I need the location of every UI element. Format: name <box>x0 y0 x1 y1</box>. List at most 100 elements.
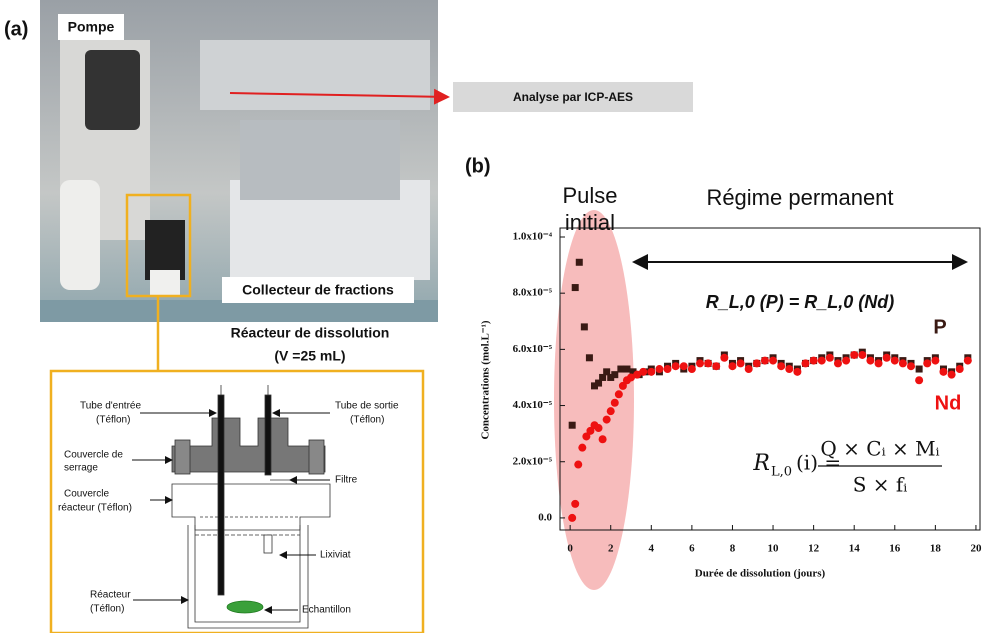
point <box>687 365 696 374</box>
point <box>607 373 615 381</box>
diagram-label: Filtre <box>335 475 358 486</box>
x-tick-label: 10 <box>768 543 780 555</box>
reactor-volume: (V =25 mL) <box>274 348 345 364</box>
point <box>671 362 680 371</box>
y-axis-title: Concentrations (mol.L⁻¹) <box>480 320 492 439</box>
leader-lines <box>132 409 330 614</box>
point <box>704 359 713 368</box>
point <box>617 365 625 373</box>
point <box>602 415 611 424</box>
x-tick-label: 18 <box>930 543 942 555</box>
point <box>623 365 631 373</box>
point <box>578 443 587 452</box>
plot-frame <box>559 227 981 531</box>
photo <box>40 0 438 322</box>
x-tick-label: 6 <box>689 543 695 555</box>
annotation: Régime permanent <box>706 185 893 210</box>
point <box>590 382 598 390</box>
point <box>736 359 745 368</box>
x-tick-label: 12 <box>808 543 820 555</box>
diagram-label: réacteur (Téflon) <box>58 503 132 514</box>
x-tick-label: 4 <box>649 543 655 555</box>
analysis-box <box>453 82 693 112</box>
diagram-label: Couvercle de <box>64 450 123 461</box>
point <box>647 367 656 376</box>
legend-label: P <box>933 316 946 338</box>
point <box>627 373 636 382</box>
point <box>720 353 729 362</box>
point <box>611 371 619 379</box>
point <box>606 407 615 416</box>
point <box>595 379 603 387</box>
point <box>696 359 704 368</box>
diagram-label: Couvercle <box>64 489 109 500</box>
diagram-label: Lixiviat <box>320 550 351 561</box>
diagram-label: (Téflon) <box>350 415 384 426</box>
x-tick-label: 14 <box>849 543 861 555</box>
point <box>575 258 583 266</box>
point <box>598 435 607 444</box>
formula: (i) = <box>796 451 841 475</box>
diagram-label: Tube de sortie <box>335 401 399 412</box>
point <box>574 460 583 469</box>
point <box>629 368 637 376</box>
diagram-label: (Téflon) <box>96 415 130 426</box>
point <box>610 398 619 407</box>
y-tick-label: 1.0x10⁻⁴ <box>513 231 553 243</box>
annotation: R_L,0 (P) = R_L,0 (Nd) <box>706 292 895 312</box>
point <box>712 362 721 371</box>
point <box>760 356 769 365</box>
point <box>915 376 924 385</box>
diagram-label: Echantillon <box>302 605 351 616</box>
point <box>882 353 891 362</box>
point <box>939 367 948 376</box>
point <box>801 359 810 368</box>
diagram-label: (Téflon) <box>90 604 124 615</box>
x-tick-label: 20 <box>970 543 982 555</box>
point <box>655 365 664 374</box>
panel-label: (a) <box>4 18 28 40</box>
annotation: initial <box>565 210 615 235</box>
y-tick-label: 4.0x10⁻⁵ <box>513 399 553 411</box>
point <box>744 365 753 374</box>
arrow <box>229 88 450 105</box>
pump-label: Pompe <box>68 19 115 35</box>
y-tick-label: 6.0x10⁻⁵ <box>513 343 553 355</box>
point <box>963 356 972 365</box>
x-axis-title: Durée de dissolution (jours) <box>695 568 826 580</box>
reactor-diagram <box>171 385 331 629</box>
point <box>639 367 648 376</box>
point <box>585 354 593 362</box>
point <box>842 356 851 365</box>
x-tick-label: 2 <box>608 543 614 555</box>
panel-label: (b) <box>465 155 491 177</box>
point <box>568 421 576 429</box>
point <box>850 350 859 359</box>
point <box>594 424 603 433</box>
point <box>931 356 940 365</box>
x-tick-label: 16 <box>889 543 901 555</box>
collector-label: Collecteur de fractions <box>242 282 394 298</box>
point <box>947 370 956 379</box>
point <box>603 368 611 376</box>
point <box>898 359 907 368</box>
point <box>663 365 672 374</box>
formula: Q × Cᵢ × Mᵢ <box>820 437 939 461</box>
legend-label: Nd <box>935 392 962 414</box>
point <box>586 426 595 435</box>
formula: R <box>752 451 770 476</box>
analysis-label: Analyse par ICP-AES <box>513 90 633 104</box>
diagram-label: Tube d'entrée <box>80 401 141 412</box>
diagram-label: Réacteur <box>90 590 131 601</box>
point <box>825 353 834 362</box>
point <box>679 362 688 371</box>
point <box>582 432 591 441</box>
point <box>728 362 737 371</box>
diagram-label: serrage <box>64 463 98 474</box>
y-tick-label: 0.0 <box>538 511 552 523</box>
label-box <box>222 277 414 303</box>
point <box>571 499 580 508</box>
annotation: Pulse <box>562 183 617 208</box>
point <box>571 284 579 292</box>
formula: S × fᵢ <box>853 473 908 497</box>
